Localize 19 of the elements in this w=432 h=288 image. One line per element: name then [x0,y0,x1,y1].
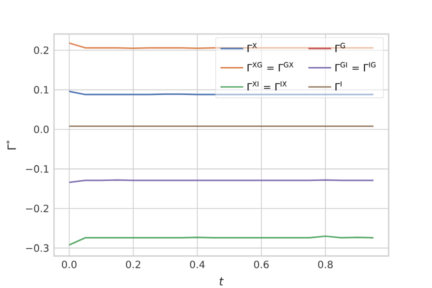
x-tick-label: 0.4 [190,260,205,268]
legend-label: Γ$^{GI}$ = Γ$^{IG}$ [336,62,376,72]
legend-label: Γ$^{I}$ [336,81,342,90]
legend-label: Γ$^{G}$ [336,42,345,52]
y-tick-label: 0.1 [34,86,48,94]
x-tick-label: 0.0 [62,260,76,268]
y-tick-label: −0.2 [26,204,48,212]
x-tick-label: 0.2 [126,260,140,268]
legend-label: Γ$^{XG}$ = Γ$^{GX}$ [248,62,294,72]
legend-label: Γ$^{XI}$ = Γ$^{IX}$ [248,81,287,90]
x-tick-label: 0.6 [254,260,269,268]
x-tick-label: 0.8 [318,260,333,268]
y-tick-label: 0.0 [34,126,49,134]
y-axis-title: Γ$^{*}$ [6,140,16,150]
y-tick-label: −0.1 [26,165,48,173]
y-tick-label: −0.3 [26,244,48,252]
y-tick-label: 0.2 [34,46,48,54]
legend-label: Γ$^{X}$ [248,42,257,52]
x-axis-title: t [220,277,224,286]
